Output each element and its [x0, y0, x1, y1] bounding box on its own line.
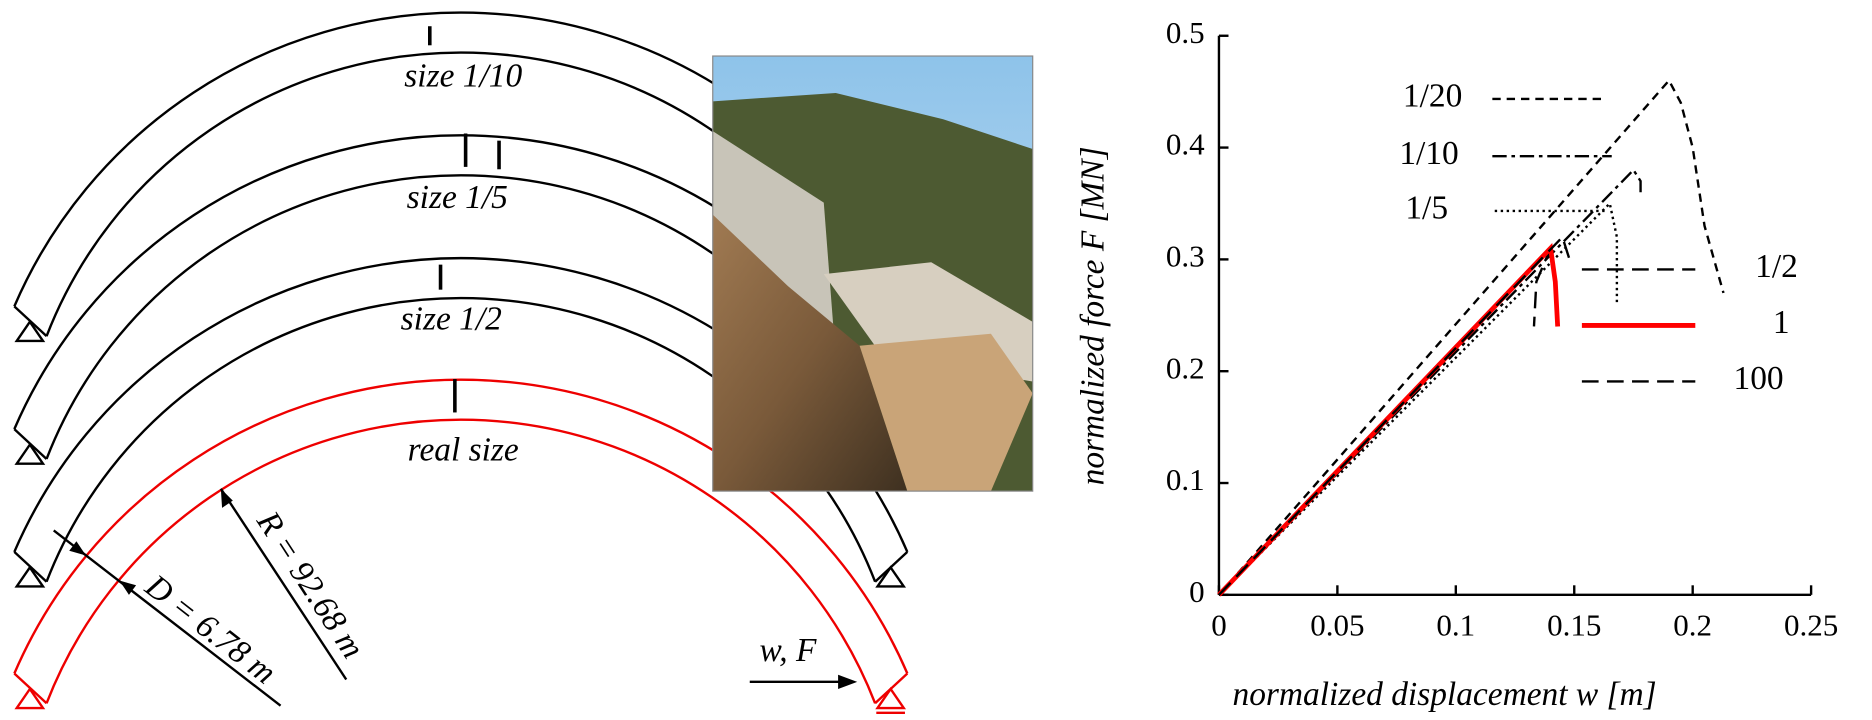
arch-label: size 1/2	[401, 301, 502, 338]
load-label: w, F	[759, 632, 817, 669]
depth-label: D = 6.78 m	[138, 567, 283, 692]
x-tick-label: 0.25	[1784, 607, 1838, 642]
legend-label: 100	[1734, 360, 1784, 397]
arch-label: size 1/10	[404, 57, 522, 94]
legend-label: 1/5	[1405, 190, 1448, 227]
y-tick-label: 0.1	[1166, 462, 1205, 497]
y-tick-label: 0.2	[1166, 350, 1205, 385]
plot: 0 0.05 0.1 0.15 0.2 0.25 0 0.1 0.2 0.3 0.4 0.5 1/20 1…	[1166, 15, 1838, 642]
y-tick-label: 0.5	[1166, 15, 1205, 50]
legend-label: 1/10	[1399, 135, 1458, 172]
arrowhead	[838, 675, 857, 689]
legend-label: 1/20	[1403, 78, 1462, 115]
arch-label: real size	[408, 432, 519, 469]
y-tick-label: 0.4	[1166, 127, 1205, 162]
radius-label: R = 92.68 m	[249, 504, 372, 665]
x-tick-label: 0.05	[1310, 607, 1364, 642]
x-tick-label: 0.15	[1547, 607, 1601, 642]
y-tick-label: 0	[1189, 574, 1205, 609]
x-tick-label: 0	[1211, 607, 1227, 642]
figure: size 1/10 size 1/5 size 1/2 real size R …	[0, 0, 1872, 720]
arch-label: size 1/5	[407, 179, 508, 216]
legend-label: 1/2	[1755, 248, 1798, 285]
photo	[713, 56, 1033, 491]
x-tick-label: 0.1	[1436, 607, 1475, 642]
y-tick-label: 0.3	[1166, 239, 1205, 274]
x-axis-label: normalized displacement w [m]	[1233, 676, 1657, 713]
series-line	[1219, 203, 1617, 594]
y-axis-label: normalized force F [MN]	[1075, 146, 1112, 485]
x-tick-label: 0.2	[1673, 607, 1712, 642]
legend-label: 1	[1773, 304, 1790, 341]
